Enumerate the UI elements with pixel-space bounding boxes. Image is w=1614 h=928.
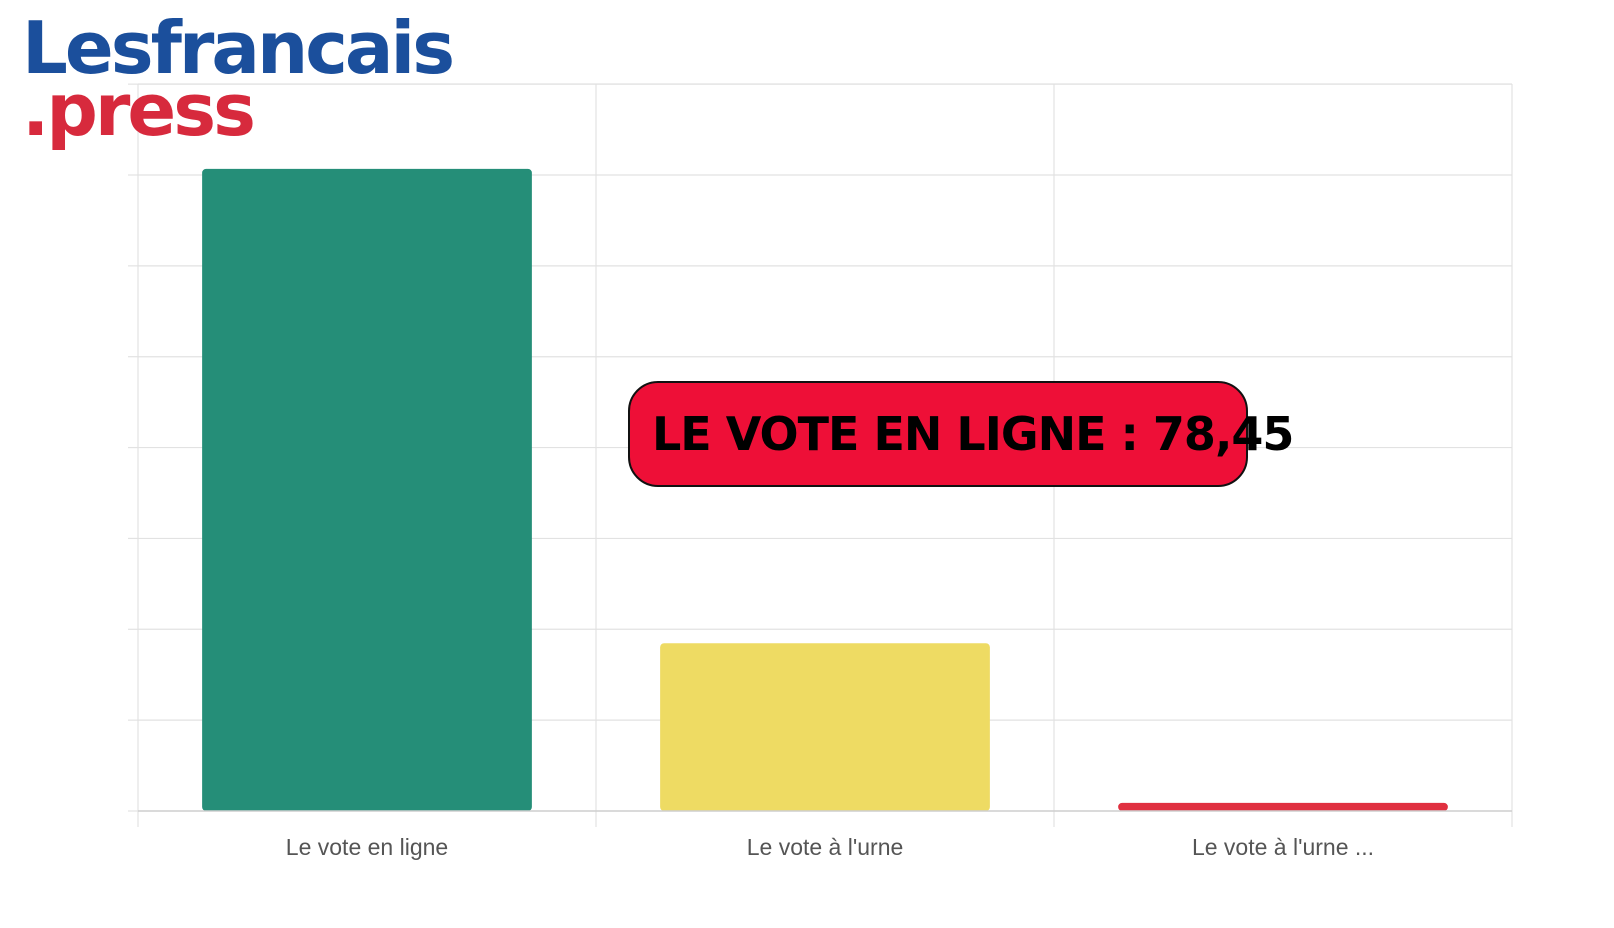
x-tick-label-3: Le vote à l'urne ...	[1192, 834, 1374, 860]
bar-3	[1118, 802, 1448, 811]
bar-2	[660, 643, 990, 811]
callout-text: LE VOTE EN LIGNE : 78,45	[652, 407, 1294, 461]
logo-wordmark-main: Lesfrancais	[22, 6, 455, 90]
x-tick-labels: Le vote en ligne Le vote à l'urne Le vote …	[286, 834, 1374, 860]
bars	[202, 168, 1448, 811]
value-callout: LE VOTE EN LIGNE : 78,45	[628, 381, 1294, 487]
x-tick-label-1: Le vote en ligne	[286, 834, 448, 860]
bar-1	[202, 168, 532, 811]
x-tick-label-2: Le vote à l'urne	[747, 834, 904, 860]
site-logo: Lesfrancais .press	[22, 8, 455, 152]
logo-wordmark-suffix: .press	[22, 68, 256, 152]
